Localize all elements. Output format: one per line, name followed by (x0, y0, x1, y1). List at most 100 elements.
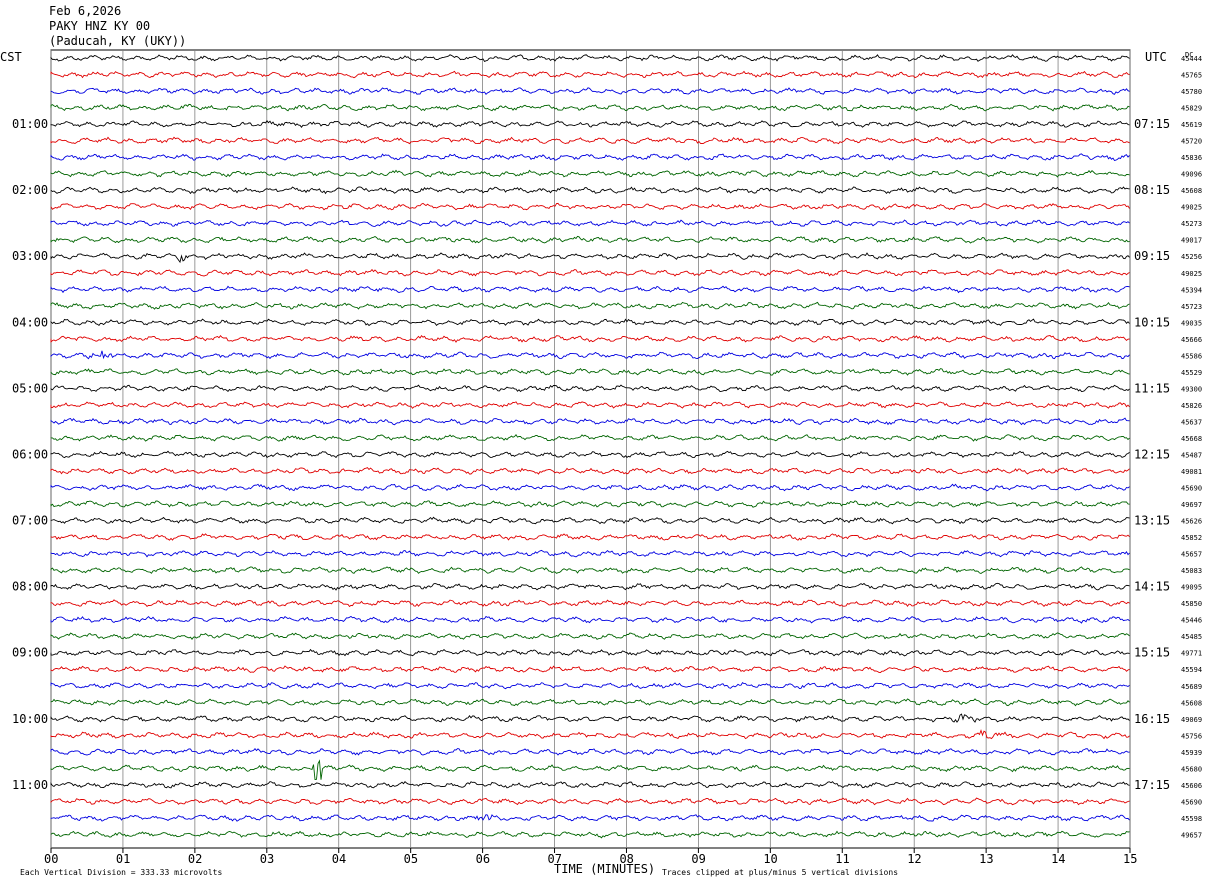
seismic-trace (50, 648, 1130, 657)
station-location: (Paducah, KY (UKY)) (49, 34, 187, 48)
seismic-trace (50, 713, 1130, 723)
dc-offset-label: 45594 (1181, 666, 1202, 674)
left-timezone-label: CST (0, 50, 22, 64)
clip-note: Traces clipped at plus/minus 5 vertical … (662, 868, 898, 877)
x-tick-label: 05 (404, 852, 418, 866)
utc-hour-label: 10:15 (1134, 315, 1170, 329)
x-tick-label: 01 (116, 852, 130, 866)
seismic-trace (50, 797, 1130, 806)
cst-hour-label: 03:00 (12, 249, 48, 263)
seismic-trace (50, 368, 1130, 376)
dc-offset-label: 49096 (1181, 171, 1202, 179)
dc-offset-label: 45939 (1181, 749, 1202, 757)
dc-offset-label: 45487 (1181, 451, 1202, 459)
seismic-trace (50, 384, 1130, 393)
seismic-trace (50, 467, 1130, 475)
x-tick-label: 02 (188, 852, 202, 866)
seismic-trace (50, 87, 1130, 95)
x-axis-title: TIME (MINUTES) (554, 862, 655, 876)
x-tick-label: 14 (1051, 852, 1065, 866)
seismic-trace (50, 632, 1130, 640)
dc-offset-label: 45586 (1181, 352, 1202, 360)
seismic-trace (50, 186, 1130, 195)
dc-offset-label: 45668 (1181, 435, 1202, 443)
seismic-trace (50, 417, 1130, 426)
x-tick-label: 08 (619, 852, 633, 866)
seismic-trace (50, 665, 1130, 673)
dc-offset-label: 49069 (1181, 716, 1202, 724)
plot-date: Feb 6,2026 (49, 4, 122, 18)
utc-hour-label: 13:15 (1134, 514, 1170, 528)
utc-hour-label: 08:15 (1134, 183, 1170, 197)
dc-offset-label: 45485 (1181, 633, 1202, 641)
dc-offset-label: 45606 (1181, 782, 1202, 790)
seismic-trace (50, 599, 1130, 608)
dc-offset-label: 49025 (1181, 270, 1202, 278)
x-tick-label: 04 (332, 852, 346, 866)
plot-frame (50, 49, 1131, 849)
utc-hour-label: 15:15 (1134, 646, 1170, 660)
cst-hour-label: 02:00 (12, 183, 48, 197)
seismic-trace (50, 549, 1130, 558)
dc-column-label: DC (1185, 51, 1193, 59)
utc-hour-label: 16:15 (1134, 712, 1170, 726)
dc-offset-label: 45083 (1181, 567, 1202, 575)
cst-hour-label: 06:00 (12, 447, 48, 461)
seismic-trace (50, 729, 1130, 740)
dc-offset-label: 49025 (1181, 204, 1202, 212)
dc-offset-label: 45446 (1181, 617, 1202, 625)
seismic-trace (50, 54, 1130, 62)
cst-hour-label: 01:00 (12, 117, 48, 131)
seismic-trace (50, 747, 1130, 756)
seismic-trace (50, 136, 1130, 145)
dc-offset-label: 49771 (1181, 650, 1202, 658)
seismic-trace (50, 252, 1130, 264)
dc-offset-label: 49081 (1181, 468, 1202, 476)
seismic-trace (50, 450, 1130, 459)
seismic-trace (50, 516, 1130, 525)
x-tick-label: 13 (979, 852, 993, 866)
dc-offset-label: 45780 (1181, 88, 1202, 96)
seismic-trace (50, 434, 1130, 442)
seismic-trace (50, 814, 1130, 822)
x-tick-label: 10 (763, 852, 777, 866)
seismic-trace (50, 120, 1130, 128)
seismic-trace (50, 582, 1130, 591)
dc-offset-label: 45765 (1181, 72, 1202, 80)
seismic-trace (50, 268, 1130, 277)
dc-offset-label: 45756 (1181, 732, 1202, 740)
seismic-trace (50, 235, 1130, 244)
cst-hour-label: 09:00 (12, 646, 48, 660)
dc-offset-label: 45852 (1181, 534, 1202, 542)
dc-offset-label: 45689 (1181, 683, 1202, 691)
utc-hour-label: 11:15 (1134, 381, 1170, 395)
seismic-trace (50, 219, 1130, 227)
x-tick-label: 11 (835, 852, 849, 866)
utc-hour-label: 12:15 (1134, 447, 1170, 461)
utc-hour-label: 14:15 (1134, 580, 1170, 594)
dc-offset-label: 45444 (1181, 55, 1202, 63)
seismic-trace (50, 301, 1130, 310)
dc-offset-label: 45829 (1181, 105, 1202, 113)
dc-offset-label: 45690 (1181, 798, 1202, 806)
axis-labels: 00 01 02 03 04 05 06 07 08 09 10 11 12 13 14 15 45444 457… (12, 55, 1202, 866)
cst-hour-label: 05:00 (12, 381, 48, 395)
seismic-trace (50, 781, 1130, 789)
dc-offset-label: 49300 (1181, 385, 1202, 393)
cst-hour-label: 11:00 (12, 778, 48, 792)
dc-offset-label: 45720 (1181, 138, 1202, 146)
dc-offset-label: 45637 (1181, 418, 1202, 426)
seismic-trace (50, 334, 1130, 343)
dc-offset-label: 45666 (1181, 336, 1202, 344)
x-tick-label: 06 (476, 852, 490, 866)
dc-offset-label: 45394 (1181, 286, 1202, 294)
seismic-trace (50, 202, 1130, 211)
dc-offset-label: 45690 (1181, 485, 1202, 493)
seismic-trace (50, 500, 1130, 508)
seismic-traces (50, 54, 1130, 839)
dc-offset-label: 45826 (1181, 402, 1202, 410)
dc-offset-label: 45598 (1181, 815, 1202, 823)
seismic-trace (50, 759, 1130, 781)
seismic-trace (50, 830, 1130, 839)
